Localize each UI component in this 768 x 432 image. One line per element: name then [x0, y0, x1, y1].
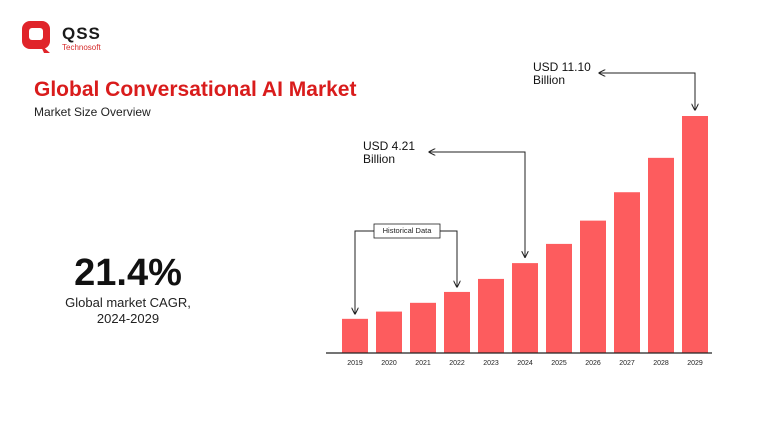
bar — [614, 192, 640, 353]
x-tick-label: 2025 — [551, 360, 567, 367]
bar — [376, 311, 402, 353]
x-tick-label: 2026 — [585, 360, 601, 367]
bar — [444, 291, 470, 353]
annotation: Historical Data — [383, 226, 433, 235]
bar — [410, 302, 436, 353]
logo-icon — [22, 21, 50, 53]
callout-arrow — [429, 152, 525, 257]
x-tick-label: 2027 — [619, 360, 635, 367]
bar — [342, 318, 368, 353]
bar — [580, 220, 606, 353]
x-tick-label: 2023 — [483, 360, 499, 367]
callout-arrow — [599, 73, 695, 110]
bar — [478, 278, 504, 353]
x-tick-label: 2029 — [687, 360, 703, 367]
stat-label: Global market CAGR, 2024-2029 — [65, 295, 191, 326]
brand-tagline: Technosoft — [62, 43, 101, 52]
bar — [648, 157, 674, 353]
x-tick-label: 2020 — [381, 360, 397, 367]
bar — [682, 116, 708, 353]
x-tick-label: 2021 — [415, 360, 431, 367]
value-label: USD 4.21 Billion — [363, 139, 416, 166]
stat-value: 21.4% — [74, 252, 182, 294]
x-tick-label: 2028 — [653, 360, 669, 367]
x-tick-label: 2024 — [517, 360, 533, 367]
value-label: USD 11.10 Billion — [533, 60, 591, 87]
bar — [512, 263, 538, 353]
brand-name: QSS — [62, 24, 101, 43]
x-tick-label: 2022 — [449, 360, 465, 367]
bar — [546, 243, 572, 353]
annotation-arrow — [440, 230, 457, 287]
chart-title: Global Conversational AI Market — [34, 78, 357, 101]
x-tick-label: 2019 — [347, 360, 363, 367]
chart-subtitle: Market Size Overview — [34, 105, 151, 119]
annotation-arrow — [355, 230, 374, 314]
